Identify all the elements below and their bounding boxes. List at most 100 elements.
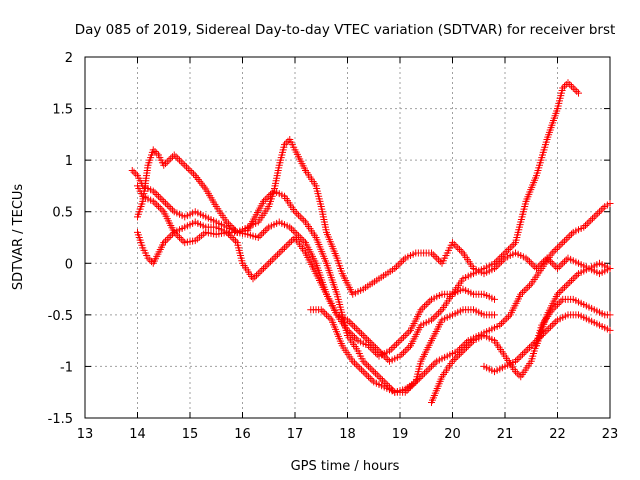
data-point xyxy=(356,328,364,336)
data-point xyxy=(548,259,556,267)
data-point xyxy=(562,282,570,290)
data-point xyxy=(561,258,568,266)
data-point xyxy=(352,325,360,333)
data-point xyxy=(405,328,413,336)
data-point xyxy=(496,254,504,262)
data-point xyxy=(506,244,514,252)
data-point xyxy=(606,264,614,272)
data-point xyxy=(426,364,434,372)
data-point xyxy=(368,376,376,384)
x-tick-label: 13 xyxy=(77,427,94,442)
data-point xyxy=(382,380,390,388)
data-point xyxy=(433,254,441,262)
data-point xyxy=(524,283,532,291)
data-point xyxy=(296,213,304,221)
data-point xyxy=(452,242,460,250)
data-point xyxy=(226,232,234,240)
data-point xyxy=(491,311,498,319)
data-point xyxy=(508,242,516,250)
data-point xyxy=(491,295,498,303)
data-point xyxy=(545,325,553,333)
data-point xyxy=(552,302,560,310)
data-point xyxy=(552,318,560,326)
data-point xyxy=(349,331,357,339)
data-point xyxy=(358,330,365,338)
data-point xyxy=(389,344,397,352)
data-point xyxy=(398,335,406,343)
data-point xyxy=(555,263,563,271)
data-point xyxy=(359,357,367,365)
x-tick-label: 16 xyxy=(234,427,251,442)
data-point xyxy=(491,259,498,267)
data-point xyxy=(344,316,351,324)
data-point xyxy=(606,199,614,207)
data-point xyxy=(400,333,407,341)
data-point xyxy=(503,314,511,322)
data-point xyxy=(263,225,271,233)
data-point xyxy=(426,297,434,305)
data-point xyxy=(163,201,171,209)
x-axis-label: GPS time / hours xyxy=(291,459,400,474)
data-point xyxy=(281,244,288,252)
data-point xyxy=(417,306,425,314)
data-point xyxy=(431,252,439,260)
data-point xyxy=(436,258,444,266)
y-tick-label: -0.5 xyxy=(48,309,73,324)
data-point xyxy=(151,189,159,197)
data-point xyxy=(359,331,367,339)
data-point xyxy=(522,254,530,262)
data-point xyxy=(373,345,381,353)
data-point xyxy=(403,345,411,353)
data-point xyxy=(559,285,567,293)
data-point xyxy=(165,156,173,164)
data-point xyxy=(284,240,292,248)
data-point xyxy=(132,170,140,178)
data-point xyxy=(564,234,572,241)
data-point xyxy=(289,227,297,235)
data-point xyxy=(284,137,292,145)
data-point xyxy=(177,158,185,166)
data-point xyxy=(431,313,439,321)
data-point xyxy=(550,247,558,255)
data-point xyxy=(583,220,591,228)
data-point xyxy=(394,261,402,269)
y-tick-label: 1 xyxy=(65,154,73,169)
data-point xyxy=(375,347,383,355)
data-point xyxy=(275,249,283,257)
data-point xyxy=(526,344,533,352)
data-point xyxy=(176,156,183,164)
data-point xyxy=(520,287,528,295)
data-point xyxy=(347,330,355,338)
data-point xyxy=(277,247,285,255)
data-point xyxy=(569,275,577,283)
data-point xyxy=(375,373,383,381)
data-point xyxy=(270,254,278,262)
y-tick-label: 1.5 xyxy=(52,103,73,118)
data-point xyxy=(401,347,409,355)
data-point xyxy=(295,232,302,240)
data-point xyxy=(368,366,376,374)
data-point xyxy=(557,261,565,269)
data-point xyxy=(513,369,521,377)
data-point xyxy=(396,337,404,345)
data-point xyxy=(174,154,182,162)
data-point xyxy=(461,345,469,353)
data-point xyxy=(568,82,575,90)
data-point xyxy=(379,376,386,384)
data-point xyxy=(153,191,161,199)
data-point xyxy=(564,280,572,288)
y-tick-label: 0.5 xyxy=(52,206,73,221)
data-point xyxy=(492,258,500,266)
data-point xyxy=(559,84,567,92)
data-point xyxy=(361,369,369,377)
data-point xyxy=(512,357,519,365)
data-point xyxy=(263,261,271,269)
data-point xyxy=(571,273,579,281)
data-point xyxy=(548,306,556,314)
data-point xyxy=(261,263,269,271)
x-tick-label: 20 xyxy=(444,427,461,442)
data-point xyxy=(428,316,435,324)
data-point xyxy=(286,239,294,247)
data-point xyxy=(417,373,425,381)
data-point xyxy=(466,340,474,348)
